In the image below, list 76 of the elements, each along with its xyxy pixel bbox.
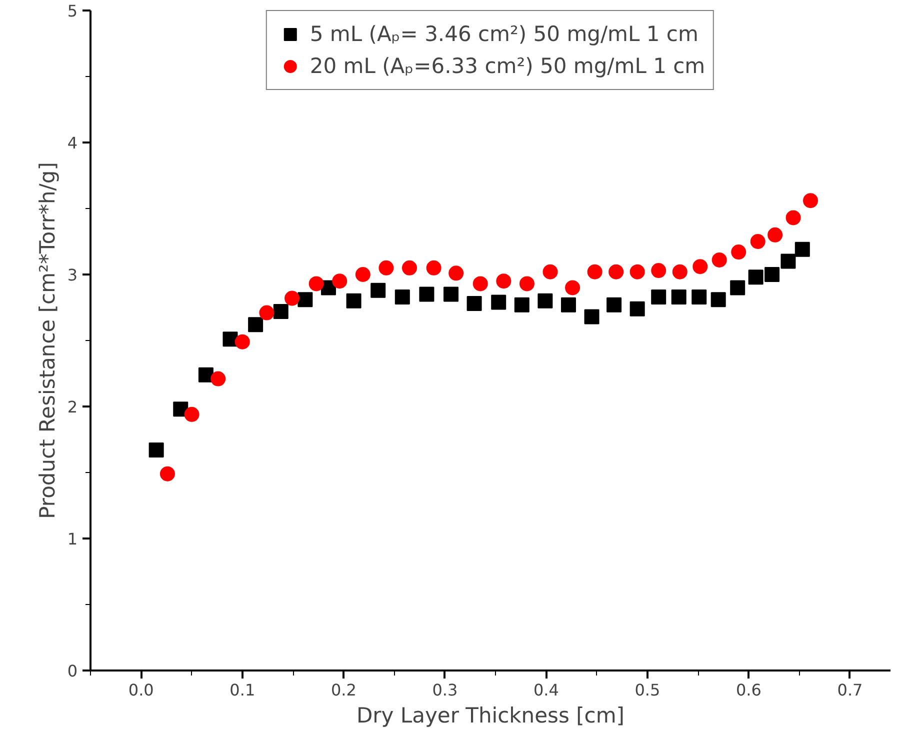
point (496, 274, 512, 289)
point (248, 317, 264, 332)
y-tick-label: 1 (67, 530, 78, 548)
point (148, 442, 164, 458)
point (538, 293, 553, 308)
point (472, 276, 488, 292)
point (514, 297, 530, 312)
legend-label: 5 mL (Aₚ= 3.46 cm²) 50 mg/mL 1 cm (310, 22, 698, 46)
point (444, 286, 459, 302)
y-tick-label: 5 (67, 2, 78, 20)
point (608, 264, 624, 280)
point (750, 234, 766, 249)
point (764, 267, 780, 282)
point (584, 309, 600, 324)
point (730, 280, 746, 296)
point (651, 263, 666, 278)
point (731, 244, 746, 260)
point (712, 252, 727, 268)
point (630, 264, 645, 280)
point (419, 286, 434, 302)
point (426, 260, 442, 276)
point (672, 264, 688, 280)
point (378, 260, 394, 276)
point (332, 274, 348, 289)
point (346, 293, 362, 308)
x-tick-label: 0.4 (533, 680, 559, 700)
point (448, 266, 464, 281)
y-tick-label: 0 (67, 662, 78, 680)
legend-label: 20 mL (Aₚ=6.33 cm²) 50 mg/mL 1 cm (310, 54, 706, 78)
point (234, 334, 250, 350)
point (587, 264, 602, 280)
point (370, 282, 386, 298)
x-tick-label: 0.5 (634, 680, 660, 700)
point (394, 289, 410, 304)
point (491, 294, 506, 310)
point (308, 276, 324, 292)
point (298, 292, 313, 308)
point (710, 292, 726, 308)
point (780, 254, 796, 269)
point (259, 305, 274, 320)
y-axis-title: Product Resistance [cm²*Torr*h/g] (35, 162, 60, 519)
y-tick-label: 3 (67, 266, 78, 284)
point (692, 259, 708, 274)
point (273, 304, 288, 319)
point (794, 242, 810, 257)
point (692, 289, 707, 304)
point (542, 264, 558, 280)
point (606, 297, 622, 312)
point (284, 290, 300, 306)
point (222, 332, 238, 347)
point (565, 280, 580, 296)
x-tick-label: 0.6 (736, 680, 762, 700)
x-tick-label: 0.1 (230, 680, 256, 700)
point (184, 406, 200, 422)
x-axis-title: Dry Layer Thickness [cm] (356, 704, 625, 728)
y-tick-label: 2 (67, 398, 78, 416)
x-tick-label: 0.0 (128, 680, 154, 700)
point (630, 301, 645, 316)
y-tick-label: 4 (67, 134, 78, 152)
point (768, 227, 783, 242)
point (651, 289, 666, 304)
x-tick-label: 0.7 (837, 680, 863, 700)
point (786, 210, 801, 226)
point (803, 193, 818, 208)
point (560, 297, 576, 312)
point (466, 296, 482, 312)
x-tick-label: 0.2 (330, 680, 356, 700)
point (671, 289, 686, 304)
point (355, 267, 370, 282)
point (198, 367, 214, 382)
x-tick-label: 0.3 (432, 680, 458, 700)
point (519, 276, 534, 292)
point (748, 270, 764, 285)
point (210, 371, 226, 386)
point (160, 466, 175, 482)
point (402, 260, 417, 276)
